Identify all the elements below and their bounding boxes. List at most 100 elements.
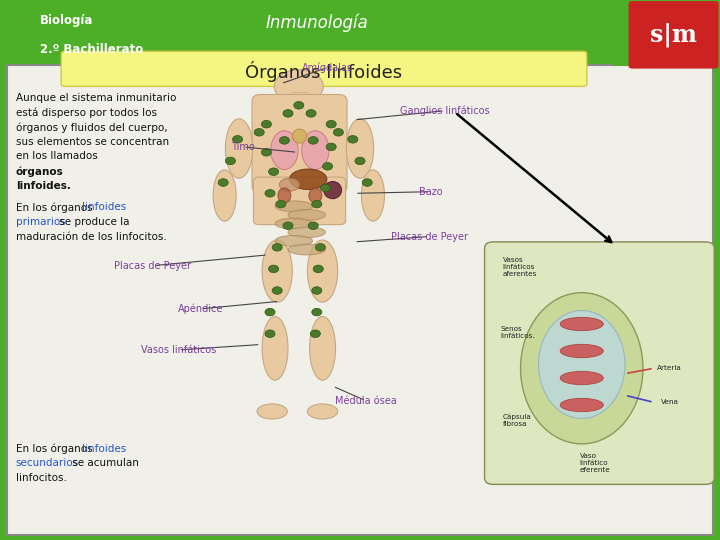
Circle shape — [276, 200, 286, 208]
Circle shape — [362, 179, 372, 186]
Text: Vasos
linfáticos
aferentes: Vasos linfáticos aferentes — [503, 257, 537, 278]
Text: En los órganos: En los órganos — [16, 202, 96, 213]
Ellipse shape — [560, 372, 603, 384]
Ellipse shape — [309, 188, 322, 203]
Circle shape — [315, 244, 325, 251]
Circle shape — [261, 120, 271, 128]
Ellipse shape — [288, 210, 325, 220]
Ellipse shape — [279, 178, 300, 191]
Text: Apéndice: Apéndice — [177, 303, 223, 314]
Text: Inmunología: Inmunología — [266, 14, 368, 32]
Circle shape — [265, 330, 275, 338]
Ellipse shape — [262, 240, 292, 302]
Text: Biología: Biología — [40, 14, 93, 27]
Ellipse shape — [539, 310, 625, 419]
Circle shape — [313, 265, 323, 273]
Circle shape — [254, 129, 264, 136]
Ellipse shape — [560, 345, 603, 357]
Circle shape — [312, 308, 322, 316]
Text: Aunque el sistema inmunitario
está disperso por todos los
órganos y fluidos del : Aunque el sistema inmunitario está dispe… — [16, 93, 176, 161]
Text: se produce la: se produce la — [56, 217, 130, 227]
Ellipse shape — [275, 201, 312, 212]
FancyBboxPatch shape — [292, 92, 307, 104]
Circle shape — [265, 190, 275, 197]
Circle shape — [225, 157, 235, 165]
Ellipse shape — [288, 244, 325, 255]
Ellipse shape — [361, 170, 384, 221]
Text: Cápsula
fibrosa: Cápsula fibrosa — [503, 414, 531, 427]
Ellipse shape — [307, 404, 338, 419]
Ellipse shape — [521, 293, 643, 444]
Circle shape — [279, 137, 289, 144]
Circle shape — [308, 222, 318, 230]
Circle shape — [269, 265, 279, 273]
Text: 2.º Bachillerato: 2.º Bachillerato — [40, 43, 143, 56]
Ellipse shape — [289, 169, 327, 190]
Text: Placas de Peyer: Placas de Peyer — [391, 232, 467, 241]
Text: se acumulan: se acumulan — [69, 458, 139, 469]
Text: Vena: Vena — [661, 399, 679, 406]
Ellipse shape — [302, 131, 329, 170]
Text: Arteria: Arteria — [657, 365, 681, 372]
Text: linfocitos.: linfocitos. — [16, 473, 67, 483]
Text: secundarios: secundarios — [16, 458, 79, 469]
FancyBboxPatch shape — [0, 0, 720, 65]
Circle shape — [355, 157, 365, 165]
Circle shape — [272, 287, 282, 294]
Ellipse shape — [324, 181, 342, 199]
Circle shape — [348, 136, 358, 143]
Circle shape — [333, 129, 343, 136]
FancyBboxPatch shape — [613, 4, 635, 66]
Ellipse shape — [307, 240, 338, 302]
FancyBboxPatch shape — [485, 242, 714, 484]
FancyBboxPatch shape — [61, 51, 587, 86]
Text: primarios: primarios — [16, 217, 66, 227]
Text: s|m: s|m — [650, 22, 698, 47]
Text: En los órganos: En los órganos — [16, 444, 96, 454]
Ellipse shape — [225, 119, 253, 178]
Ellipse shape — [262, 316, 288, 380]
FancyBboxPatch shape — [253, 177, 346, 225]
Ellipse shape — [310, 316, 336, 380]
Circle shape — [310, 330, 320, 338]
Circle shape — [323, 163, 333, 170]
Text: Bazo: Bazo — [419, 187, 442, 197]
Text: Vaso
linfático
eferente: Vaso linfático eferente — [580, 453, 611, 474]
Ellipse shape — [288, 227, 325, 238]
Text: linfoides: linfoides — [82, 444, 126, 454]
Text: Órganos linfoides: Órganos linfoides — [246, 61, 402, 82]
Ellipse shape — [278, 188, 291, 203]
Ellipse shape — [213, 170, 236, 221]
Text: linfoides.: linfoides. — [16, 181, 71, 191]
Circle shape — [283, 110, 293, 117]
Circle shape — [312, 287, 322, 294]
Text: Amígdalas: Amígdalas — [302, 62, 353, 73]
Ellipse shape — [257, 404, 287, 419]
Ellipse shape — [275, 235, 312, 246]
Circle shape — [326, 143, 336, 151]
Text: Médula ósea: Médula ósea — [335, 396, 397, 406]
Circle shape — [294, 102, 304, 109]
Circle shape — [283, 222, 293, 230]
Circle shape — [320, 184, 330, 192]
Text: Placas de Peyer: Placas de Peyer — [114, 261, 191, 271]
Ellipse shape — [271, 131, 298, 170]
Text: Vasos linfáticos: Vasos linfáticos — [141, 345, 216, 355]
Text: Ganglios linfáticos: Ganglios linfáticos — [400, 105, 490, 116]
Circle shape — [265, 308, 275, 316]
Circle shape — [312, 200, 322, 208]
Circle shape — [308, 137, 318, 144]
Circle shape — [272, 244, 282, 251]
Circle shape — [269, 168, 279, 176]
Text: maduración de los linfocitos.: maduración de los linfocitos. — [16, 232, 166, 242]
Ellipse shape — [292, 129, 307, 143]
FancyBboxPatch shape — [629, 1, 719, 69]
Circle shape — [218, 179, 228, 186]
Ellipse shape — [560, 399, 603, 411]
Ellipse shape — [560, 317, 603, 330]
Circle shape — [306, 110, 316, 117]
Text: Timo: Timo — [232, 142, 255, 152]
Circle shape — [233, 136, 243, 143]
Ellipse shape — [346, 119, 374, 178]
Circle shape — [261, 148, 271, 156]
